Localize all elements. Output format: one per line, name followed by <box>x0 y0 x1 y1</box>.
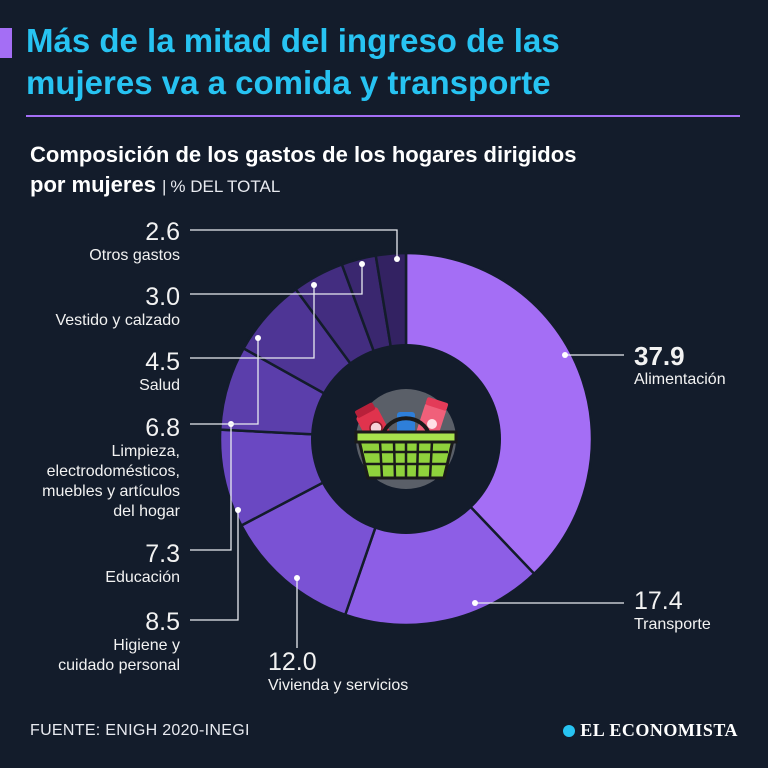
slice-name: muebles y artículos <box>42 483 180 500</box>
slice-name: Salud <box>139 377 180 394</box>
leader-dot <box>359 261 365 267</box>
slice-label: 4.5 Salud <box>139 348 180 396</box>
leader-dot <box>394 256 400 262</box>
title-line-1: Más de la mitad del ingreso de las <box>26 22 560 59</box>
brand-name: EL ECONOMISTA <box>580 720 738 740</box>
slice-name: Alimentación <box>634 371 726 388</box>
subtitle-unit: % DEL TOTAL <box>170 177 281 196</box>
leader-dot <box>255 335 261 341</box>
subtitle-line-2: por mujeres <box>30 172 156 197</box>
slice-name: Educación <box>105 569 180 586</box>
leader-dot <box>294 575 300 581</box>
slice-name: Otros gastos <box>89 247 180 264</box>
slice-name: Higiene y <box>113 637 180 654</box>
slice-name: del hogar <box>113 503 180 520</box>
slice-label: 8.5 Higiene y cuidado personal <box>58 608 180 676</box>
slice-label: 2.6 Otros gastos <box>89 218 180 266</box>
slice-value: 12.0 <box>268 648 317 676</box>
slice-name: electrodomésticos, <box>46 463 180 480</box>
donut-slice <box>404 251 594 576</box>
shopping-basket-icon <box>354 389 458 489</box>
subtitle-line-1: Composición de los gastos de los hogares… <box>30 142 577 167</box>
chart-subtitle: Composición de los gastos de los hogares… <box>30 140 750 202</box>
slice-name: Vestido y calzado <box>55 312 180 329</box>
slice-value: 17.4 <box>634 587 683 615</box>
leader-dot <box>562 352 568 358</box>
slice-label: 17.4 Transporte <box>634 587 711 635</box>
slice-label: 6.8 Limpieza, electrodomésticos, muebles y … <box>42 414 180 522</box>
slice-label: 3.0 Vestido y calzado <box>55 283 180 331</box>
slice-value: 8.5 <box>145 608 180 636</box>
slice-label: 7.3 Educación <box>105 540 180 588</box>
leader-line <box>190 229 398 259</box>
leader-line <box>190 424 232 551</box>
slice-name: Limpieza, <box>111 443 180 460</box>
title-accent-bar <box>0 28 12 58</box>
slice-value: 6.8 <box>145 414 180 442</box>
page-title: Más de la mitad del ingreso de las mujer… <box>26 20 746 104</box>
leader-dot <box>311 282 317 288</box>
slice-value: 37.9 <box>634 341 685 371</box>
leader-lines <box>190 229 624 648</box>
slice-value: 7.3 <box>145 540 180 568</box>
slice-name: Vivienda y servicios <box>268 677 409 694</box>
source-note: FUENTE: ENIGH 2020-INEGI <box>30 722 250 739</box>
slice-name: Transporte <box>634 616 711 633</box>
slice-label: 12.0 Vivienda y servicios <box>268 648 408 696</box>
brand-dot-icon <box>563 725 576 737</box>
title-line-2: mujeres va a comida y transporte <box>26 64 551 101</box>
leader-line <box>190 338 259 425</box>
title-divider <box>26 115 740 117</box>
leader-line <box>190 264 363 295</box>
leader-dot <box>472 600 478 606</box>
slice-name: cuidado personal <box>58 657 180 674</box>
leader-line <box>190 510 239 621</box>
leader-line <box>190 285 315 359</box>
brand-logo: EL ECONOMISTA <box>563 720 738 741</box>
leader-dot <box>235 507 241 513</box>
subtitle-separator: | <box>161 177 167 196</box>
slice-label: 37.9 Alimentación <box>634 342 726 390</box>
slice-value: 4.5 <box>145 348 180 376</box>
slice-value: 3.0 <box>145 283 180 311</box>
slice-value: 2.6 <box>145 218 180 246</box>
